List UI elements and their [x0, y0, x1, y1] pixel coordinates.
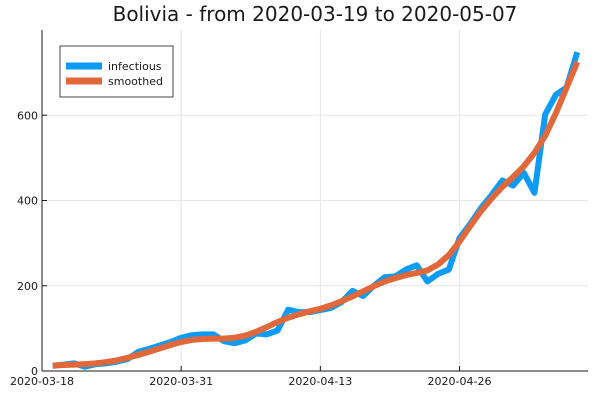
x-tick-label: 2020-03-18: [10, 375, 74, 388]
legend-label-smoothed: smoothed: [108, 75, 163, 88]
legend-box: [59, 45, 174, 98]
series-line-infectious: [52, 51, 581, 370]
legend: infectious smoothed: [59, 45, 174, 98]
plot-area: [52, 51, 581, 370]
y-tick-label: 400: [17, 195, 38, 208]
x-tick-label: 2020-04-26: [428, 375, 492, 388]
tick-labels: 2020-03-18 2020-03-31 2020-04-13 2020-04-26…: [10, 109, 491, 388]
x-tick-label: 2020-04-13: [288, 375, 352, 388]
x-tick-label: 2020-03-31: [149, 375, 213, 388]
legend-label-infectious: infectious: [108, 60, 162, 73]
axes: [41, 30, 588, 372]
y-tick-label: 0: [31, 365, 38, 378]
chart-title: Bolivia - from 2020-03-19 to 2020-05-07: [113, 2, 518, 26]
y-tick-label: 600: [17, 109, 38, 122]
y-tick-label: 200: [17, 280, 38, 293]
series-line-smoothed: [52, 60, 581, 369]
